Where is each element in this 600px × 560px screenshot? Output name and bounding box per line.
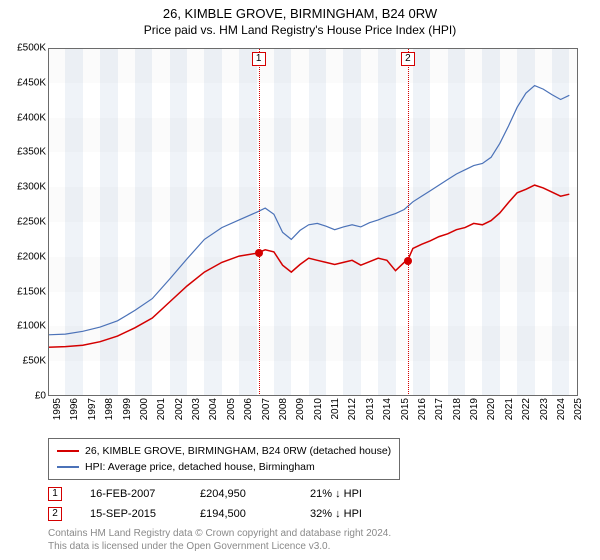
y-tick-label: £300K (2, 182, 46, 193)
sale-marker-dot (404, 257, 412, 265)
annotation-number-box: 2 (48, 507, 62, 521)
series-line (48, 86, 569, 335)
x-tick-label: 2022 (521, 398, 532, 428)
legend-label: 26, KIMBLE GROVE, BIRMINGHAM, B24 0RW (d… (85, 445, 391, 457)
x-tick-label: 2014 (382, 398, 393, 428)
x-tick-label: 2024 (556, 398, 567, 428)
sale-vline (259, 48, 260, 396)
annotation-price: £204,950 (200, 488, 290, 500)
x-tick-label: 2003 (191, 398, 202, 428)
annotation-row: 2 15-SEP-2015 £194,500 32% ↓ HPI (48, 504, 400, 524)
series-line (48, 185, 569, 347)
legend-swatch (57, 466, 79, 468)
x-tick-label: 1995 (52, 398, 63, 428)
x-tick-label: 2001 (156, 398, 167, 428)
y-tick-label: £350K (2, 147, 46, 158)
x-tick-label: 2011 (330, 398, 341, 428)
x-tick-label: 2018 (452, 398, 463, 428)
legend-item: 26, KIMBLE GROVE, BIRMINGHAM, B24 0RW (d… (57, 443, 391, 459)
x-tick-label: 2008 (278, 398, 289, 428)
annotation-delta: 32% ↓ HPI (310, 508, 400, 520)
chart-subtitle: Price paid vs. HM Land Registry's House … (0, 23, 600, 37)
line-series (48, 48, 578, 396)
y-tick-label: £500K (2, 43, 46, 54)
x-tick-label: 2025 (573, 398, 584, 428)
y-tick-label: £0 (2, 391, 46, 402)
x-tick-label: 2016 (417, 398, 428, 428)
footer-line: Contains HM Land Registry data © Crown c… (48, 528, 391, 541)
y-tick-label: £250K (2, 217, 46, 228)
x-tick-label: 1998 (104, 398, 115, 428)
legend-swatch (57, 450, 79, 452)
y-tick-label: £450K (2, 77, 46, 88)
x-tick-label: 2006 (243, 398, 254, 428)
x-tick-label: 2002 (174, 398, 185, 428)
annotation-number-box: 1 (48, 487, 62, 501)
chart-container: 26, KIMBLE GROVE, BIRMINGHAM, B24 0RW Pr… (0, 0, 600, 560)
x-tick-label: 2012 (347, 398, 358, 428)
x-tick-label: 1997 (87, 398, 98, 428)
annotation-delta: 21% ↓ HPI (310, 488, 400, 500)
y-tick-label: £100K (2, 321, 46, 332)
x-tick-label: 2009 (295, 398, 306, 428)
annotation-date: 16-FEB-2007 (90, 488, 180, 500)
sale-marker-box: 1 (252, 52, 266, 66)
x-tick-label: 2021 (504, 398, 515, 428)
footer-line: This data is licensed under the Open Gov… (48, 541, 391, 554)
title-block: 26, KIMBLE GROVE, BIRMINGHAM, B24 0RW Pr… (0, 0, 600, 39)
y-tick-label: £200K (2, 251, 46, 262)
plot-area: 12 (48, 48, 578, 396)
x-tick-label: 2013 (365, 398, 376, 428)
x-tick-label: 2017 (434, 398, 445, 428)
annotation-price: £194,500 (200, 508, 290, 520)
y-tick-label: £400K (2, 112, 46, 123)
sale-vline (408, 48, 409, 396)
x-tick-label: 2007 (261, 398, 272, 428)
x-tick-label: 2010 (313, 398, 324, 428)
x-tick-label: 2019 (469, 398, 480, 428)
sale-annotations: 1 16-FEB-2007 £204,950 21% ↓ HPI 2 15-SEP-201… (48, 484, 400, 524)
chart-title: 26, KIMBLE GROVE, BIRMINGHAM, B24 0RW (0, 6, 600, 21)
attribution-footer: Contains HM Land Registry data © Crown c… (48, 528, 391, 553)
legend-label: HPI: Average price, detached house, Birm… (85, 461, 315, 473)
x-tick-label: 1996 (69, 398, 80, 428)
x-tick-label: 2000 (139, 398, 150, 428)
y-tick-label: £150K (2, 286, 46, 297)
x-tick-label: 2005 (226, 398, 237, 428)
sale-marker-box: 2 (401, 52, 415, 66)
annotation-row: 1 16-FEB-2007 £204,950 21% ↓ HPI (48, 484, 400, 504)
y-tick-label: £50K (2, 356, 46, 367)
x-tick-label: 2023 (539, 398, 550, 428)
x-tick-label: 2015 (400, 398, 411, 428)
legend-item: HPI: Average price, detached house, Birm… (57, 459, 391, 475)
x-tick-label: 2004 (208, 398, 219, 428)
annotation-date: 15-SEP-2015 (90, 508, 180, 520)
legend: 26, KIMBLE GROVE, BIRMINGHAM, B24 0RW (d… (48, 438, 400, 480)
x-tick-label: 2020 (486, 398, 497, 428)
x-tick-label: 1999 (122, 398, 133, 428)
sale-marker-dot (255, 249, 263, 257)
